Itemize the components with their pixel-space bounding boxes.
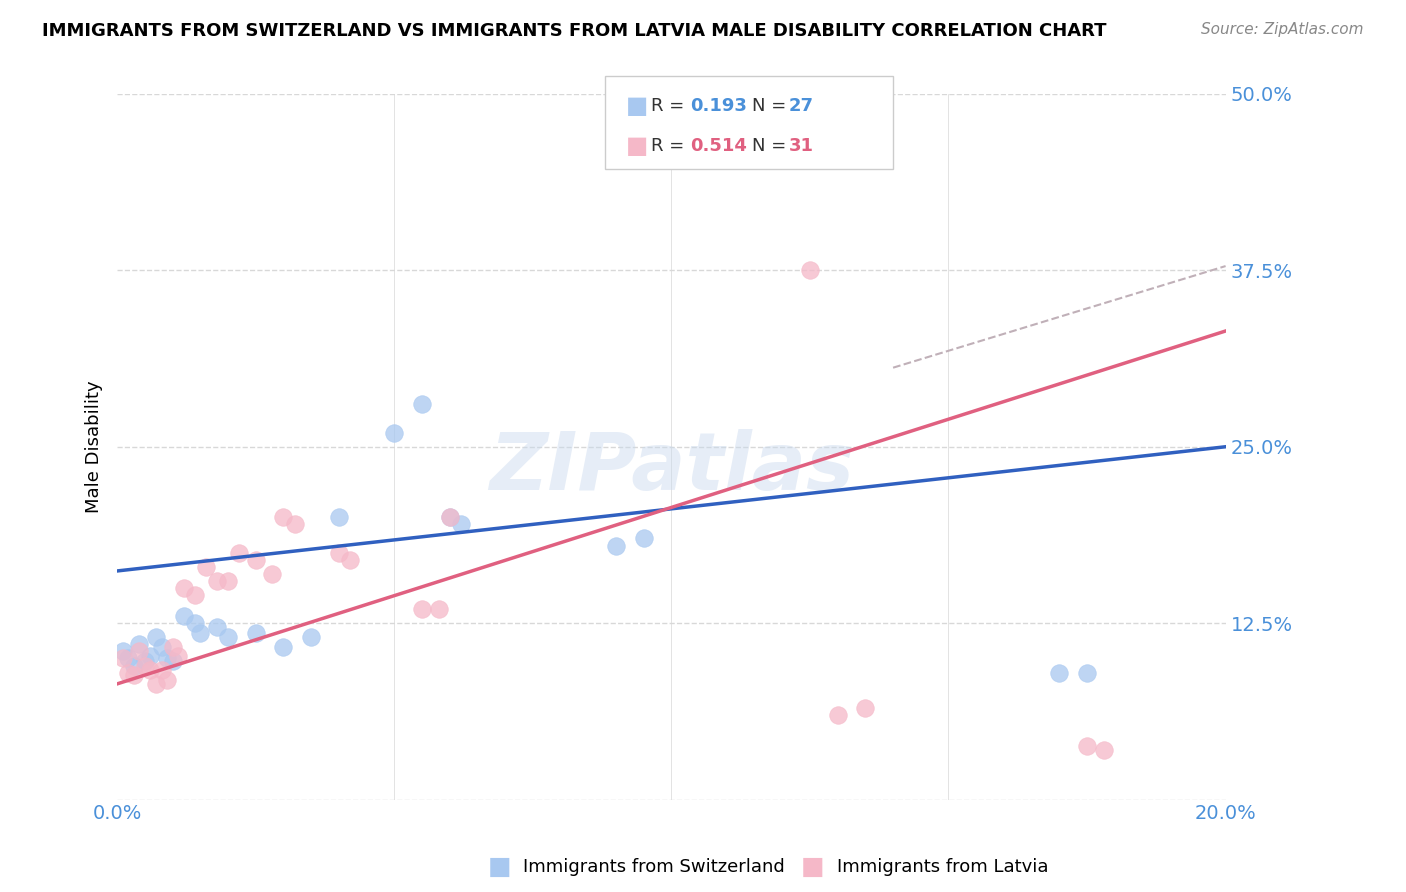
Point <box>411 602 433 616</box>
Point <box>194 559 217 574</box>
Text: N =: N = <box>752 96 792 115</box>
Point <box>853 701 876 715</box>
Text: ■: ■ <box>626 94 648 118</box>
Text: ■: ■ <box>801 855 824 879</box>
Point <box>205 574 228 588</box>
Text: N =: N = <box>752 137 792 155</box>
Text: Source: ZipAtlas.com: Source: ZipAtlas.com <box>1201 22 1364 37</box>
Point <box>328 510 350 524</box>
Point <box>128 637 150 651</box>
Point <box>156 673 179 687</box>
Point <box>122 668 145 682</box>
Point <box>173 581 195 595</box>
Point <box>167 648 190 663</box>
Point <box>245 552 267 566</box>
Point <box>217 630 239 644</box>
Point <box>382 425 405 440</box>
Point <box>111 644 134 658</box>
Text: Immigrants from Switzerland: Immigrants from Switzerland <box>523 858 785 876</box>
Point <box>299 630 322 644</box>
Point <box>799 263 821 277</box>
Point <box>273 640 295 655</box>
Point <box>117 651 139 665</box>
Point <box>217 574 239 588</box>
Point <box>139 663 162 677</box>
Point <box>450 517 472 532</box>
Text: 27: 27 <box>789 96 814 115</box>
Point <box>427 602 450 616</box>
Point <box>128 644 150 658</box>
Point <box>184 588 207 602</box>
Point <box>262 566 284 581</box>
Point <box>122 658 145 673</box>
Text: ■: ■ <box>626 135 648 159</box>
Point <box>1076 739 1098 753</box>
Point <box>134 654 156 668</box>
Point <box>605 539 627 553</box>
Point <box>173 609 195 624</box>
Text: 31: 31 <box>789 137 814 155</box>
Text: ■: ■ <box>488 855 510 879</box>
Point <box>205 620 228 634</box>
Text: R =: R = <box>651 137 690 155</box>
Text: Immigrants from Latvia: Immigrants from Latvia <box>837 858 1047 876</box>
Point <box>1092 743 1115 757</box>
Point <box>245 626 267 640</box>
Point <box>411 397 433 411</box>
Point <box>188 626 211 640</box>
Point <box>1076 665 1098 680</box>
Text: 0.514: 0.514 <box>690 137 747 155</box>
Point <box>145 677 167 691</box>
Point <box>150 663 173 677</box>
Point <box>139 648 162 663</box>
Y-axis label: Male Disability: Male Disability <box>86 380 103 513</box>
Point <box>134 658 156 673</box>
Point <box>117 665 139 680</box>
Point <box>283 517 305 532</box>
Point <box>162 654 184 668</box>
Point <box>111 651 134 665</box>
Point <box>328 546 350 560</box>
Text: IMMIGRANTS FROM SWITZERLAND VS IMMIGRANTS FROM LATVIA MALE DISABILITY CORRELATIO: IMMIGRANTS FROM SWITZERLAND VS IMMIGRANT… <box>42 22 1107 40</box>
Point <box>273 510 295 524</box>
Point <box>228 546 250 560</box>
Point <box>339 552 361 566</box>
Point <box>1047 665 1070 680</box>
Point <box>145 630 167 644</box>
Point <box>162 640 184 655</box>
Point <box>633 532 655 546</box>
Text: 0.193: 0.193 <box>690 96 747 115</box>
Point <box>827 707 849 722</box>
Text: R =: R = <box>651 96 690 115</box>
Point <box>184 616 207 631</box>
Point <box>156 651 179 665</box>
Point <box>439 510 461 524</box>
Point <box>150 640 173 655</box>
Point <box>439 510 461 524</box>
Text: ZIPatlas: ZIPatlas <box>489 429 853 507</box>
